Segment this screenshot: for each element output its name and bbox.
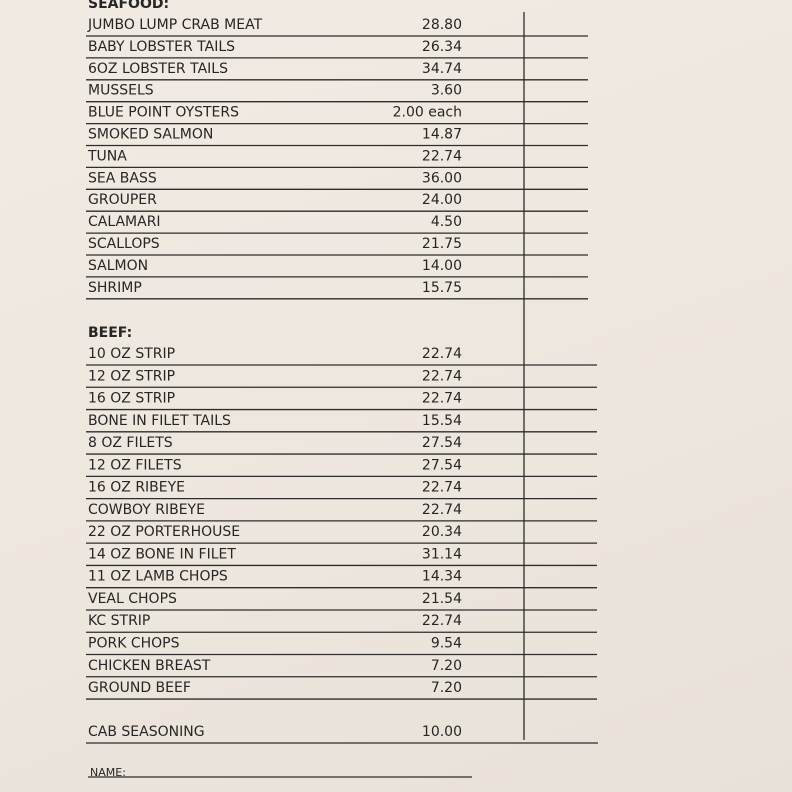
item-price: 34.74: [422, 61, 462, 77]
item-name: CAB SEASONING: [88, 724, 205, 740]
item-price: 15.75: [422, 280, 462, 296]
item-price: 2.00 each: [393, 105, 462, 121]
item-price: 7.20: [431, 680, 462, 696]
item-price: 9.54: [431, 636, 462, 652]
item-price: 22.74: [422, 148, 462, 164]
item-price: 26.34: [422, 39, 462, 55]
item-price: 24.00: [422, 192, 462, 208]
item-price: 22.74: [422, 346, 462, 362]
item-name: 6OZ LOBSTER TAILS: [88, 61, 228, 77]
item-name: PORK CHOPS: [88, 636, 180, 652]
item-price: 21.75: [422, 236, 462, 252]
item-price: 22.74: [422, 368, 462, 384]
item-price: 27.54: [422, 435, 462, 451]
item-price: 31.14: [422, 546, 462, 562]
item-price: 22.74: [422, 613, 462, 629]
item-name: SALMON: [88, 258, 148, 274]
item-name: JUMBO LUMP CRAB MEAT: [87, 17, 263, 33]
item-name: BABY LOBSTER TAILS: [88, 39, 235, 55]
item-price: 28.80: [422, 17, 462, 33]
item-name: SMOKED SALMON: [88, 127, 213, 143]
item-name: SCALLOPS: [88, 236, 160, 252]
item-price: 10.00: [422, 724, 462, 740]
item-price: 20.34: [422, 524, 462, 540]
item-name: 22 OZ PORTERHOUSE: [88, 524, 240, 540]
item-name: VEAL CHOPS: [88, 591, 177, 607]
item-price: 21.54: [422, 591, 462, 607]
item-price: 4.50: [431, 214, 462, 230]
item-name: TUNA: [87, 148, 127, 164]
item-name: SHRIMP: [88, 280, 142, 296]
item-price: 7.20: [431, 658, 462, 674]
item-name: 16 OZ RIBEYE: [88, 480, 185, 496]
item-name: BLUE POINT OYSTERS: [88, 105, 239, 121]
item-price: 36.00: [422, 170, 462, 186]
name-label: NAME:: [90, 766, 126, 779]
section-title: BEEF:: [88, 325, 132, 341]
item-name: 12 OZ FILETS: [88, 457, 182, 473]
item-name: GROUPER: [88, 192, 157, 208]
item-price: 3.60: [431, 83, 462, 99]
item-price: 14.00: [422, 258, 462, 274]
item-name: 8 OZ FILETS: [88, 435, 173, 451]
section-title: SEAFOOD:: [88, 0, 169, 12]
item-name: CALAMARI: [88, 214, 161, 230]
item-price: 27.54: [422, 457, 462, 473]
item-price: 15.54: [422, 413, 462, 429]
item-name: MUSSELS: [88, 83, 154, 99]
item-price: 22.74: [422, 502, 462, 518]
item-price: 14.87: [422, 127, 462, 143]
item-name: SEA BASS: [88, 170, 157, 186]
item-name: BONE IN FILET TAILS: [88, 413, 231, 429]
item-name: 14 OZ BONE IN FILET: [88, 546, 236, 562]
item-name: CHICKEN BREAST: [88, 658, 211, 674]
item-name: COWBOY RIBEYE: [88, 502, 205, 518]
item-price: 22.74: [422, 391, 462, 407]
item-name: 11 OZ LAMB CHOPS: [88, 569, 228, 585]
item-name: 10 OZ STRIP: [88, 346, 175, 362]
item-name: KC STRIP: [88, 613, 150, 629]
item-price: 22.74: [422, 480, 462, 496]
item-name: 12 OZ STRIP: [88, 368, 175, 384]
item-name: GROUND BEEF: [88, 680, 191, 696]
item-price: 14.34: [422, 569, 462, 585]
item-name: 16 OZ STRIP: [88, 391, 175, 407]
